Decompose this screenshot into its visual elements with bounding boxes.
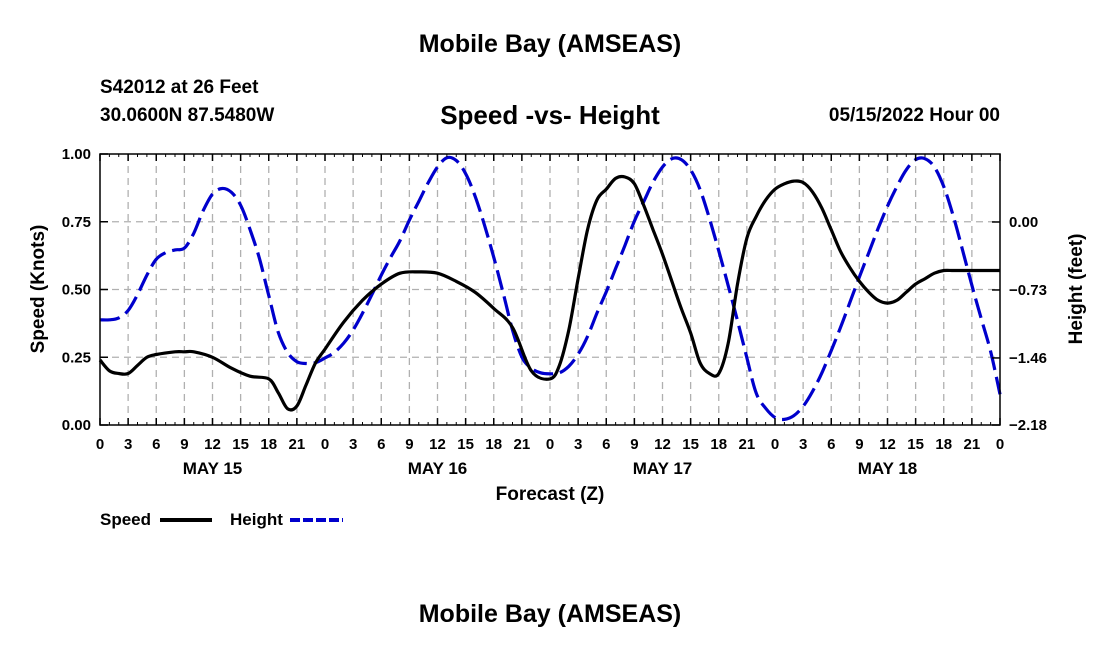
x-tick-label: 0 — [771, 436, 779, 453]
speed-series-line — [98, 174, 1000, 412]
x-tick-label: 21 — [289, 436, 306, 453]
x-tick-label: 12 — [429, 436, 446, 453]
footer-title: Mobile Bay (AMSEAS) — [418, 600, 682, 628]
y-axis-right-label: Height (feet) — [1066, 234, 1087, 345]
x-tick-label: 3 — [349, 436, 357, 453]
y-left-tick-label: 0.75 — [62, 214, 91, 231]
x-tick-label: 3 — [124, 436, 132, 453]
y-left-tick-label: 0.25 — [62, 349, 91, 366]
x-tick-label: 6 — [152, 436, 160, 453]
x-tick-label: 18 — [485, 436, 502, 453]
x-tick-label: 12 — [879, 436, 896, 453]
station-coordinates: 30.0600N 87.5480W — [100, 105, 275, 126]
x-tick-label: 0 — [321, 436, 329, 453]
x-tick-label: 6 — [602, 436, 610, 453]
x-tick-label: 6 — [827, 436, 835, 453]
x-day-label: MAY 18 — [858, 459, 918, 478]
x-tick-label: 15 — [682, 436, 699, 453]
x-tick-label: 18 — [935, 436, 952, 453]
y-right-tick-label: −2.18 — [1009, 417, 1047, 434]
y-left-tick-label: 1.00 — [62, 146, 91, 163]
x-tick-label: 3 — [799, 436, 807, 453]
x-tick-label: 15 — [232, 436, 249, 453]
axis-layer: 0 3 6 9 12 15 18 21 0 3 6 9 12 15 18 21 0 3 6 9 12 15 18 21 0 3 6 9… — [62, 146, 1047, 478]
station-label: S42012 at 26 Feet — [100, 77, 259, 98]
x-tick-label: 0 — [96, 436, 104, 453]
y-right-tick-label: −1.46 — [1009, 350, 1047, 367]
x-tick-label: 15 — [907, 436, 924, 453]
x-day-label: MAY 16 — [408, 459, 468, 478]
y-left-tick-label: 0.00 — [62, 417, 91, 434]
y-left-tick-label: 0.50 — [62, 282, 91, 299]
x-tick-label: 12 — [204, 436, 221, 453]
x-tick-label: 15 — [457, 436, 474, 453]
x-tick-label: 6 — [377, 436, 385, 453]
legend-speed-label: Speed — [100, 510, 151, 529]
series-layer — [98, 155, 1002, 422]
x-tick-label: 18 — [710, 436, 727, 453]
x-day-label: MAY 15 — [183, 459, 243, 478]
chart-title: Mobile Bay (AMSEAS) — [418, 30, 682, 58]
x-day-label: MAY 17 — [633, 459, 693, 478]
chart-subtitle: Speed -vs- Height — [440, 100, 660, 130]
x-tick-label: 0 — [996, 436, 1004, 453]
x-tick-label: 9 — [180, 436, 188, 453]
x-tick-label: 3 — [574, 436, 582, 453]
y-right-tick-label: −0.73 — [1009, 282, 1047, 299]
x-tick-label: 9 — [855, 436, 863, 453]
x-tick-label: 21 — [514, 436, 531, 453]
y-right-tick-label: 0.00 — [1009, 214, 1038, 231]
legend-height-label: Height — [230, 510, 283, 529]
x-tick-label: 9 — [630, 436, 638, 453]
x-tick-label: 9 — [405, 436, 413, 453]
x-tick-label: 21 — [964, 436, 981, 453]
y-axis-left-label: Speed (Knots) — [28, 225, 49, 354]
x-axis-label: Forecast (Z) — [496, 484, 605, 505]
forecast-start-time: 05/15/2022 Hour 00 — [828, 105, 1000, 126]
legend: Speed Height — [100, 510, 343, 529]
x-tick-label: 21 — [739, 436, 756, 453]
height-series-line — [99, 155, 1002, 422]
x-tick-label: 12 — [654, 436, 671, 453]
x-tick-label: 0 — [546, 436, 554, 453]
x-tick-label: 18 — [260, 436, 277, 453]
